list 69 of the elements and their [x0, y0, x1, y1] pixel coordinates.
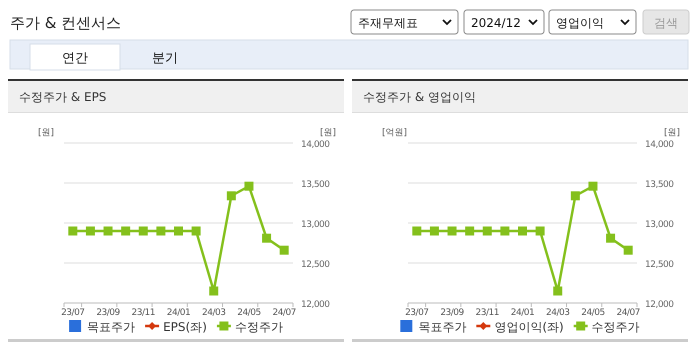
x-tick-label: 23/09: [96, 308, 121, 318]
point: [192, 226, 201, 236]
x-tick-label: 24/05: [581, 308, 605, 318]
point: [138, 226, 148, 236]
x-tick-label: 24/03: [546, 308, 570, 318]
point: [536, 226, 545, 236]
point: [500, 226, 510, 236]
text: 분기: [152, 51, 178, 66]
point: [482, 226, 492, 236]
point: [262, 234, 272, 243]
x-tick-label: 23/07: [405, 308, 429, 318]
x-tick-label: 24/01: [510, 308, 534, 318]
y2-axis-title: [원]: [664, 128, 680, 138]
y-axis-title: [원]: [38, 128, 54, 138]
point: [244, 182, 254, 191]
text: 연간: [62, 51, 88, 66]
point: [86, 226, 95, 236]
text: 2024/12: [471, 16, 521, 30]
point: [430, 226, 439, 236]
point: [412, 226, 422, 236]
text: 주재무제표: [358, 16, 418, 30]
y2-tick-label: 12,000: [301, 300, 330, 310]
text: 검색: [654, 16, 678, 30]
x-tick-label: 24/07: [272, 308, 296, 318]
point: [68, 226, 78, 236]
x-tick-label: 24/05: [237, 308, 261, 318]
point: [226, 191, 236, 200]
y2-tick-label: 13,000: [301, 220, 330, 230]
x-tick-label: 23/09: [440, 308, 465, 318]
point: [121, 226, 130, 236]
point: [209, 286, 218, 296]
point: [448, 226, 457, 236]
y2-tick-label: 12,500: [301, 260, 330, 270]
point: [280, 246, 289, 255]
point: [588, 182, 598, 191]
legend-label: 수정주가: [234, 320, 283, 334]
legend-label: 목표주가: [418, 320, 466, 334]
point: [174, 226, 183, 236]
y2-tick-label: 14,000: [645, 140, 674, 150]
y2-tick-label: 12,000: [645, 300, 674, 310]
point: [606, 234, 616, 243]
legend-label: 목표주가: [87, 320, 136, 334]
x-tick-label: 24/01: [166, 308, 190, 318]
point: [624, 246, 633, 255]
x-tick-label: 23/11: [132, 308, 155, 318]
text: 주가 & 컨센서스: [10, 14, 122, 32]
x-tick-label: 23/07: [61, 308, 85, 318]
legend-label: 영업이익(좌): [494, 320, 564, 334]
legend-label: EPS(좌): [163, 320, 207, 334]
y2-tick-label: 13,000: [645, 220, 674, 230]
y2-tick-label: 12,500: [645, 260, 674, 270]
y2-axis-title: [원]: [320, 128, 336, 138]
y2-tick-label: 13,500: [301, 180, 330, 190]
y-axis-title: [억원]: [382, 128, 408, 138]
point: [156, 226, 166, 236]
x-tick-label: 24/07: [616, 308, 640, 318]
point: [518, 226, 527, 236]
chart-title: 수정주가 & 영업이익: [363, 90, 476, 104]
point: [570, 191, 580, 200]
chart-title: 수정주가 & EPS: [19, 90, 106, 104]
x-tick-label: 24/03: [202, 308, 226, 318]
y2-tick-label: 13,500: [645, 180, 674, 190]
text: 영업이익: [556, 16, 604, 30]
x-tick-label: 23/11: [476, 308, 499, 318]
y2-tick-label: 14,000: [301, 140, 330, 150]
legend-label: 수정주가: [592, 320, 640, 334]
point: [465, 226, 474, 236]
point: [553, 286, 562, 296]
point: [104, 226, 113, 236]
